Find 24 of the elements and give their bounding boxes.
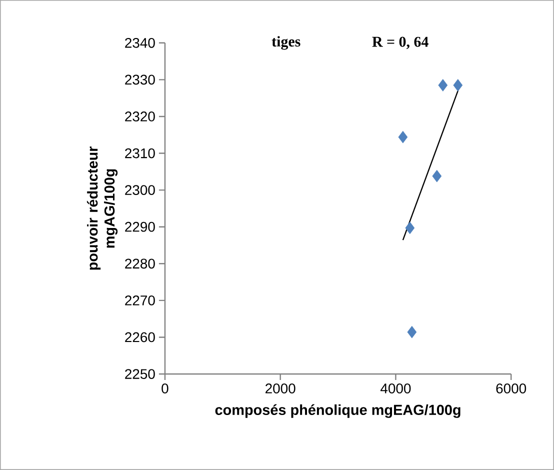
x-tick-label: 2000 — [266, 384, 296, 394]
y-tick-label: 2260 — [125, 332, 155, 342]
y-tick-label: 2270 — [125, 296, 155, 306]
y-tick-label: 2280 — [125, 258, 155, 269]
point — [438, 79, 448, 92]
x-axis-title: composés phénolique mgEAG/100g — [215, 404, 460, 418]
y-tick-label: 2320 — [125, 112, 155, 122]
point — [407, 326, 417, 338]
point — [453, 79, 463, 92]
y-tick-label: 2340 — [125, 38, 155, 48]
point — [432, 170, 442, 182]
annotation: R = 0, 64 — [372, 36, 428, 50]
chart-title: tiges — [272, 36, 300, 50]
point — [398, 130, 408, 144]
y-axis-title: pouvoir réducteur mgAG/100g — [86, 146, 118, 270]
y-tick-label: 2250 — [125, 369, 155, 379]
y-tick-label: 2290 — [125, 222, 155, 232]
point — [405, 222, 415, 234]
y-tick-label: 2310 — [125, 148, 155, 158]
x-tick-label: 4000 — [380, 384, 411, 394]
x-tick-label: 6000 — [496, 384, 526, 394]
x-tick-label: 0 — [162, 384, 168, 394]
y-tick-label: 2330 — [125, 74, 155, 85]
y-tick-label: 2300 — [125, 185, 155, 196]
